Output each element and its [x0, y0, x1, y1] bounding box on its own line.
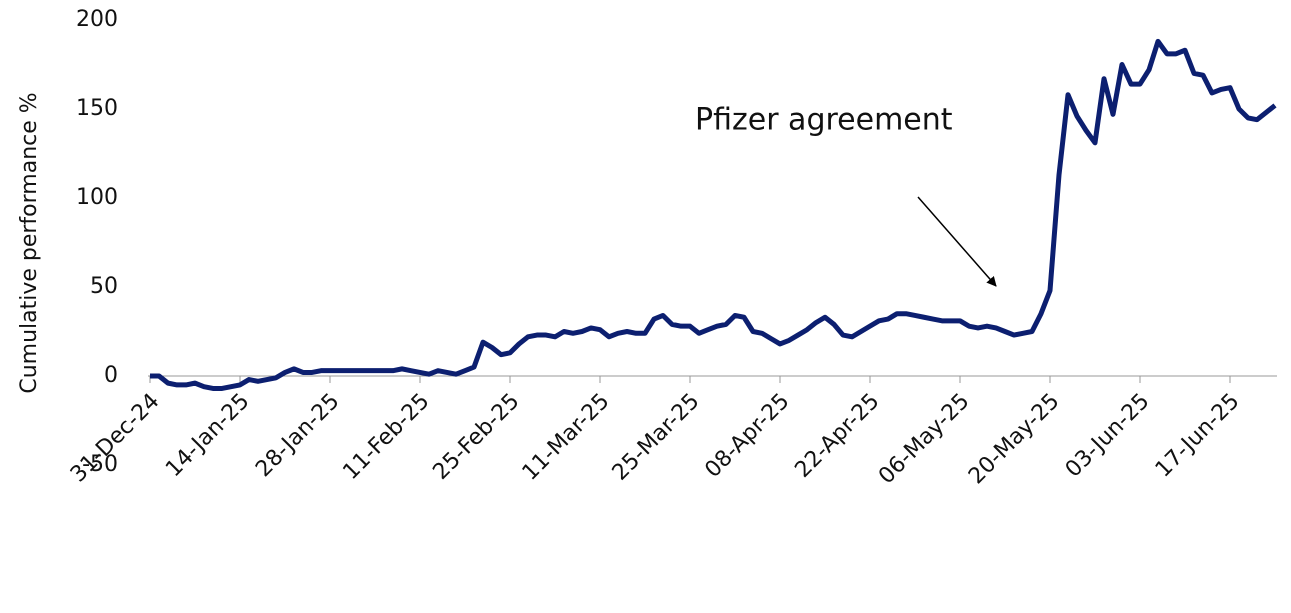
y-tick-label: 0 [104, 363, 118, 388]
x-tick-label: 20-May-25 [964, 389, 1064, 489]
x-tick-label: 11-Feb-25 [338, 389, 434, 485]
x-tick-label: 22-Apr-25 [790, 389, 884, 483]
y-tick-label: 100 [76, 185, 118, 210]
y-tick-label: 200 [76, 7, 118, 32]
x-tick-label: 08-Apr-25 [700, 389, 794, 483]
x-tick-label: 25-Mar-25 [608, 389, 705, 486]
x-tick-label: 14-Jan-25 [161, 389, 254, 482]
x-tick-label: 11-Mar-25 [518, 389, 615, 486]
x-tick-label: 28-Jan-25 [251, 389, 344, 482]
annotation-arrow [917, 196, 997, 287]
y-tick-label: -50 [82, 452, 118, 477]
y-tick-label: 50 [90, 274, 118, 299]
x-tick-label: 03-Jun-25 [1061, 389, 1155, 483]
y-tick-label: 150 [76, 96, 118, 121]
annotation: Pfizer agreement [695, 103, 953, 138]
x-tick-label: 25-Feb-25 [428, 389, 524, 485]
x-tick-label: 17-Jun-25 [1151, 389, 1245, 483]
line-series [150, 38, 1277, 391]
y-axis-label: Cumulative performance % [17, 92, 42, 393]
x-tick-label: 06-May-25 [874, 389, 974, 489]
